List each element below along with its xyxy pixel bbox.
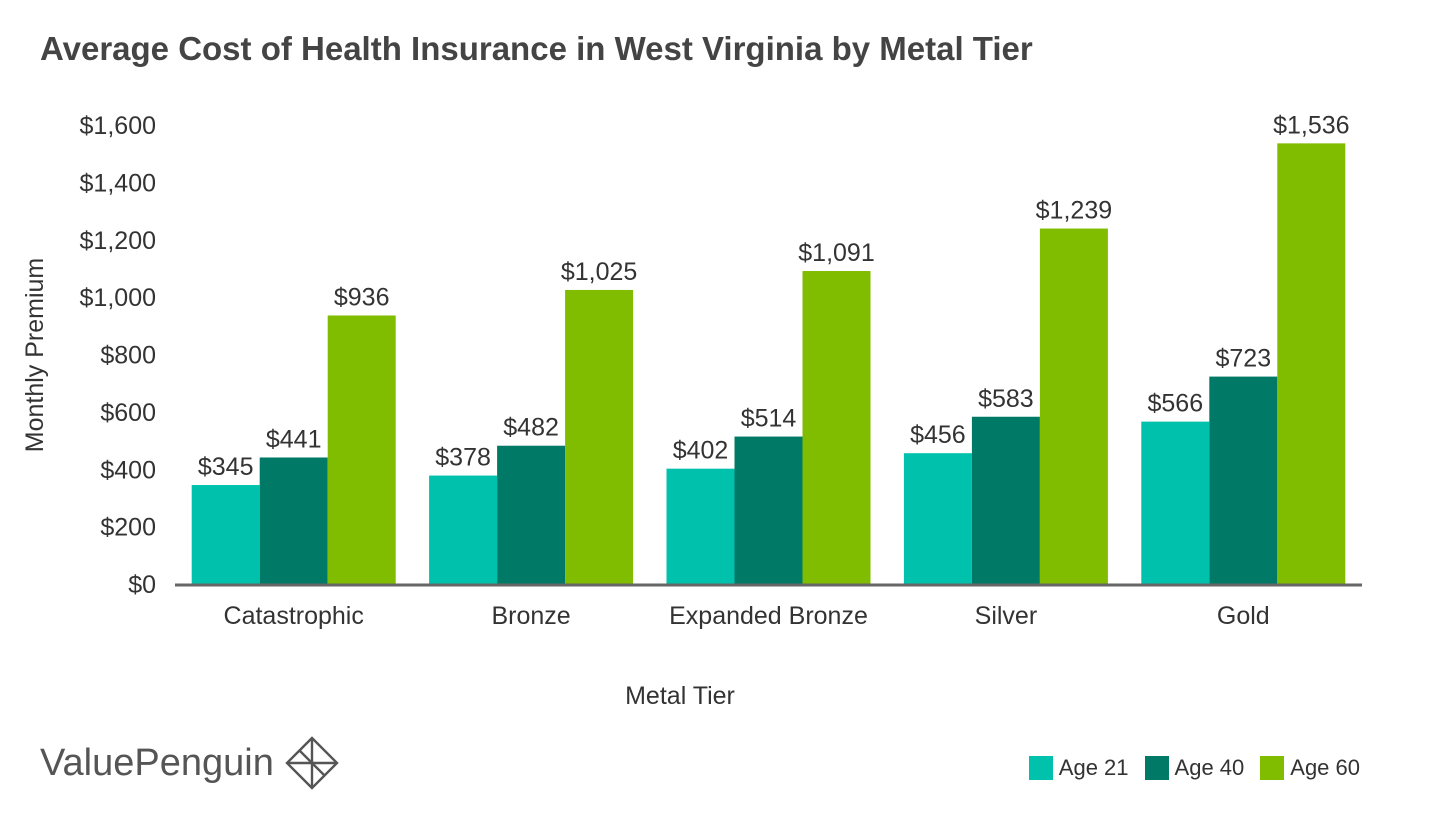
- data-label: $1,091: [798, 239, 874, 267]
- data-label: $1,536: [1273, 111, 1349, 139]
- data-label: $1,025: [561, 258, 637, 286]
- bar-age-60: [1277, 143, 1346, 585]
- legend-label: Age 21: [1058, 755, 1129, 780]
- valuepenguin-logo-icon: [285, 736, 339, 790]
- bar-age-60: [565, 289, 634, 584]
- legend-label: Age 40: [1174, 755, 1245, 780]
- y-tick-label: $0: [128, 571, 156, 599]
- chart-title: Average Cost of Health Insurance in West…: [40, 30, 1033, 67]
- data-label: $378: [435, 444, 491, 472]
- data-label: $566: [1147, 390, 1203, 418]
- legend: Age 21 Age 40 Age 60: [1028, 755, 1360, 781]
- y-axis-title: Monthly Premium: [21, 258, 49, 453]
- y-tick-label: $1,600: [80, 112, 156, 140]
- data-label: $441: [266, 425, 322, 453]
- category-label: Silver: [975, 602, 1038, 630]
- y-tick-label: $1,200: [80, 227, 156, 255]
- bar-age-40: [734, 436, 803, 584]
- data-label: $936: [334, 283, 390, 311]
- category-label: Expanded Bronze: [669, 602, 868, 630]
- brand-logo: ValuePenguin: [40, 735, 340, 791]
- data-labels: $345 $441 $936 $378 $482 $1,025 $402 $514 $1,091…: [198, 111, 1350, 481]
- data-label: $723: [1215, 345, 1271, 373]
- category-label: Gold: [1217, 602, 1270, 630]
- legend-item: Age 40: [1144, 755, 1245, 781]
- bars: [191, 143, 1346, 585]
- bar-age-21: [1141, 421, 1210, 584]
- bar-age-21: [903, 453, 972, 584]
- category-label: Catastrophic: [224, 602, 364, 630]
- category-label: Bronze: [491, 602, 570, 630]
- data-label: $345: [198, 453, 254, 481]
- data-label: $402: [673, 437, 729, 465]
- brand-name: ValuePenguin: [40, 741, 274, 784]
- x-axis-title: Metal Tier: [625, 682, 735, 710]
- y-tick-label: $1,400: [80, 169, 156, 197]
- bar-age-40: [259, 457, 328, 584]
- legend-swatch: [1260, 756, 1285, 780]
- bar-age-21: [429, 475, 498, 584]
- data-label: $1,239: [1036, 197, 1112, 225]
- legend-item: Age 21: [1028, 755, 1129, 781]
- y-tick-label: $600: [100, 399, 156, 427]
- category-labels: Catastrophic Bronze Expanded Bronze Silver G…: [224, 602, 1270, 630]
- data-label: $514: [741, 405, 797, 433]
- data-label: $456: [910, 421, 966, 449]
- y-tick-label: $400: [100, 456, 156, 484]
- bar-age-60: [1039, 228, 1108, 584]
- y-axis-ticks: $0 $200 $400 $600 $800 $1,000 $1,200 $1,400 $1,6…: [80, 112, 156, 599]
- y-tick-label: $1,000: [80, 284, 156, 312]
- bar-age-60: [802, 271, 871, 584]
- bar-age-21: [666, 468, 735, 584]
- data-label: $583: [978, 385, 1034, 413]
- bar-age-40: [497, 445, 566, 584]
- legend-swatch: [1144, 756, 1169, 780]
- legend-swatch: [1028, 756, 1053, 780]
- legend-item: Age 60: [1260, 755, 1360, 781]
- bar-age-40: [971, 416, 1040, 584]
- data-label: $482: [503, 414, 559, 442]
- bar-age-40: [1209, 376, 1278, 584]
- bar-age-21: [191, 485, 260, 584]
- y-tick-label: $200: [100, 514, 156, 542]
- legend-label: Age 60: [1290, 755, 1360, 780]
- y-tick-label: $800: [100, 342, 156, 370]
- bar-age-60: [327, 315, 396, 584]
